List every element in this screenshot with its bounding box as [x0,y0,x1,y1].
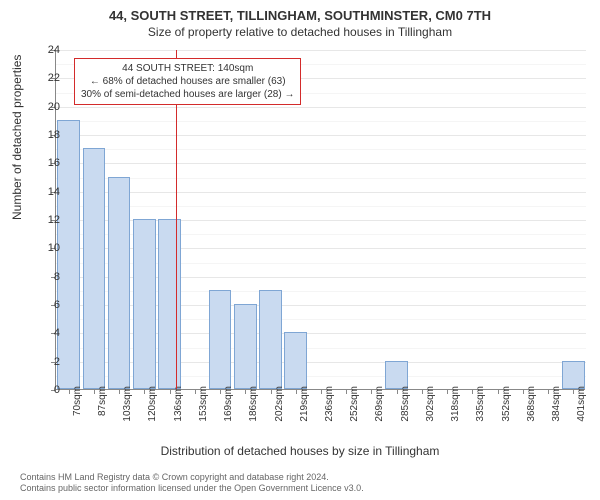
chart-area: 70sqm87sqm103sqm120sqm136sqm153sqm169sqm… [55,50,585,390]
xtick-mark [498,389,499,394]
xtick-label: 169sqm [223,386,234,422]
xtick-mark [271,389,272,394]
annotation-box: 44 SOUTH STREET: 140sqm← 68% of detached… [74,58,301,105]
gridline [56,135,586,136]
gridline [56,50,586,51]
gridline [56,163,586,164]
gridline [56,107,586,108]
page-subtitle: Size of property relative to detached ho… [0,23,600,39]
xtick-label: 285sqm [400,386,411,422]
y-axis-label: Number of detached properties [10,55,24,220]
x-axis-label: Distribution of detached houses by size … [0,444,600,458]
minor-gridline [56,149,586,150]
bar [133,219,156,389]
bar [234,304,257,389]
xtick-label: 219sqm [299,386,310,422]
xtick-mark [371,389,372,394]
footer-line1: Contains HM Land Registry data © Crown c… [20,472,364,483]
xtick-label: 352sqm [501,386,512,422]
xtick-mark [321,389,322,394]
bar [385,361,408,389]
xtick-mark [94,389,95,394]
annotation-line: 44 SOUTH STREET: 140sqm [81,62,294,75]
xtick-label: 318sqm [450,386,461,422]
bar [57,120,80,389]
xtick-label: 401sqm [576,386,587,422]
xtick-mark [346,389,347,394]
bar [562,361,585,389]
xtick-mark [195,389,196,394]
minor-gridline [56,121,586,122]
xtick-mark [548,389,549,394]
ytick-label: 12 [30,214,60,226]
ytick-label: 24 [30,44,60,56]
ytick-label: 14 [30,186,60,198]
ytick-label: 10 [30,242,60,254]
xtick-label: 335sqm [475,386,486,422]
xtick-label: 153sqm [198,386,209,422]
xtick-label: 236sqm [324,386,335,422]
bar [259,290,282,389]
xtick-label: 87sqm [97,386,108,416]
page-title: 44, SOUTH STREET, TILLINGHAM, SOUTHMINST… [0,0,600,23]
xtick-mark [170,389,171,394]
xtick-label: 202sqm [274,386,285,422]
ytick-label: 2 [30,356,60,368]
chart-container: 44, SOUTH STREET, TILLINGHAM, SOUTHMINST… [0,0,600,500]
minor-gridline [56,178,586,179]
gridline [56,192,586,193]
bar [209,290,232,389]
annotation-line: ← 68% of detached houses are smaller (63… [81,75,294,88]
bar [108,177,131,390]
xtick-mark [573,389,574,394]
ytick-label: 8 [30,271,60,283]
xtick-label: 252sqm [349,386,360,422]
xtick-mark [296,389,297,394]
xtick-label: 186sqm [248,386,259,422]
xtick-mark [220,389,221,394]
xtick-mark [397,389,398,394]
xtick-label: 136sqm [173,386,184,422]
xtick-mark [422,389,423,394]
bar [158,219,181,389]
ytick-label: 16 [30,157,60,169]
ytick-label: 6 [30,299,60,311]
xtick-mark [472,389,473,394]
ytick-label: 22 [30,72,60,84]
bar [284,332,307,389]
bar [83,148,106,389]
footer-line2: Contains public sector information licen… [20,483,364,494]
xtick-label: 269sqm [374,386,385,422]
xtick-mark [447,389,448,394]
xtick-label: 384sqm [551,386,562,422]
annotation-line: 30% of semi-detached houses are larger (… [81,88,294,101]
plot-region: 70sqm87sqm103sqm120sqm136sqm153sqm169sqm… [55,50,585,390]
ytick-label: 4 [30,327,60,339]
xtick-label: 70sqm [72,386,83,416]
xtick-mark [69,389,70,394]
ytick-label: 18 [30,129,60,141]
ytick-label: 20 [30,101,60,113]
ytick-label: 0 [30,384,60,396]
xtick-label: 103sqm [122,386,133,422]
footer-attribution: Contains HM Land Registry data © Crown c… [20,472,364,495]
xtick-label: 368sqm [526,386,537,422]
xtick-mark [119,389,120,394]
minor-gridline [56,206,586,207]
xtick-mark [523,389,524,394]
xtick-label: 120sqm [147,386,158,422]
xtick-mark [144,389,145,394]
xtick-mark [245,389,246,394]
xtick-label: 302sqm [425,386,436,422]
